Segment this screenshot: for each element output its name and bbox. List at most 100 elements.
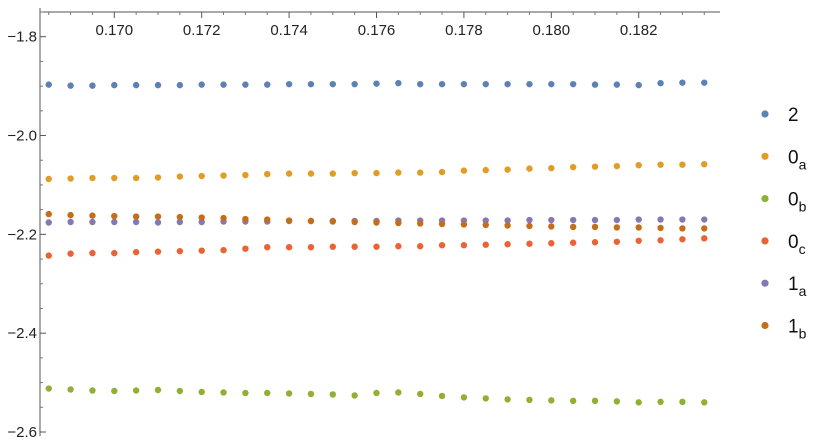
data-point [154,213,162,220]
data-point [613,398,621,405]
data-point [417,169,424,176]
data-point [701,216,708,223]
data-point [373,243,380,250]
data-point [482,217,489,224]
data-point [307,80,315,88]
data-point [373,219,380,226]
data-point [526,222,533,230]
data-point [635,161,642,169]
x-tick-label: 0.176 [358,22,396,39]
legend-marker [761,321,769,330]
data-point [67,218,74,226]
legend-label: 0b [788,190,807,215]
data-point [482,80,489,88]
data-point [635,216,642,223]
data-point [635,224,642,231]
data-point [329,170,336,177]
data-point [220,81,227,88]
data-point [548,223,555,230]
legend-label: 1b [788,317,807,342]
data-point [154,81,162,89]
data-point [613,224,621,231]
data-point [569,80,577,88]
data-point [176,247,184,255]
data-point [701,235,708,242]
data-point [111,81,118,89]
data-point [548,164,555,172]
y-tick-label: −2.2 [7,226,37,243]
data-point [635,399,642,406]
x-tick-label: 0.174 [270,22,308,39]
data-point [657,216,664,223]
data-point [635,81,642,89]
data-point [438,168,446,176]
legend-item: 0a [761,147,807,172]
data-point [613,81,621,88]
data-point [264,389,271,397]
data-point [132,81,140,89]
data-point [198,81,205,88]
data-point [285,170,293,177]
data-point [504,217,511,224]
data-point [176,218,184,226]
data-point [373,80,380,87]
data-point [111,212,118,220]
data-point [154,386,162,394]
legend-label: 0c [788,232,806,257]
data-point [45,385,52,392]
data-point [482,221,489,229]
data-point [329,243,336,250]
data-point [613,238,621,245]
data-point [679,398,686,406]
data-point [417,220,424,227]
data-point [504,241,511,248]
data-point [679,225,686,232]
series-0a [45,160,708,183]
data-point [45,210,52,218]
data-point [307,170,315,177]
data-point [89,218,96,226]
data-point [198,218,205,226]
legend-label: 2 [788,105,799,126]
data-point [526,165,533,172]
data-point [701,399,708,406]
data-point [351,169,358,177]
legend-marker [761,237,769,245]
data-point [657,398,664,406]
data-point [438,80,446,88]
data-point [657,224,664,232]
data-point [526,240,533,247]
data-point [504,222,511,229]
data-point [395,79,402,87]
data-point [45,219,52,226]
data-point [526,216,533,224]
series-2 [45,79,708,89]
data-point [67,386,74,393]
data-point [569,223,577,231]
legend-label: 0a [788,147,807,172]
data-point [504,396,511,403]
data-point [438,220,446,228]
data-point [526,396,533,404]
data-point [285,244,293,251]
legend-item: 0c [761,232,806,257]
data-point [220,389,227,396]
data-point [569,239,577,246]
data-point [591,163,599,170]
x-tick-label: 0.178 [445,22,483,39]
data-point [395,389,402,396]
data-point [176,81,184,89]
data-point [460,394,468,401]
y-tick-label: −1.8 [7,29,37,46]
y-tick-label: −2.0 [7,128,37,145]
series-0c [45,235,708,259]
data-point [351,218,358,226]
data-point [591,81,599,88]
data-point [438,392,446,400]
data-point [635,237,642,244]
data-point [132,213,140,220]
y-tick-label: −2.6 [7,424,37,441]
data-point [395,243,402,250]
data-point [373,169,380,177]
